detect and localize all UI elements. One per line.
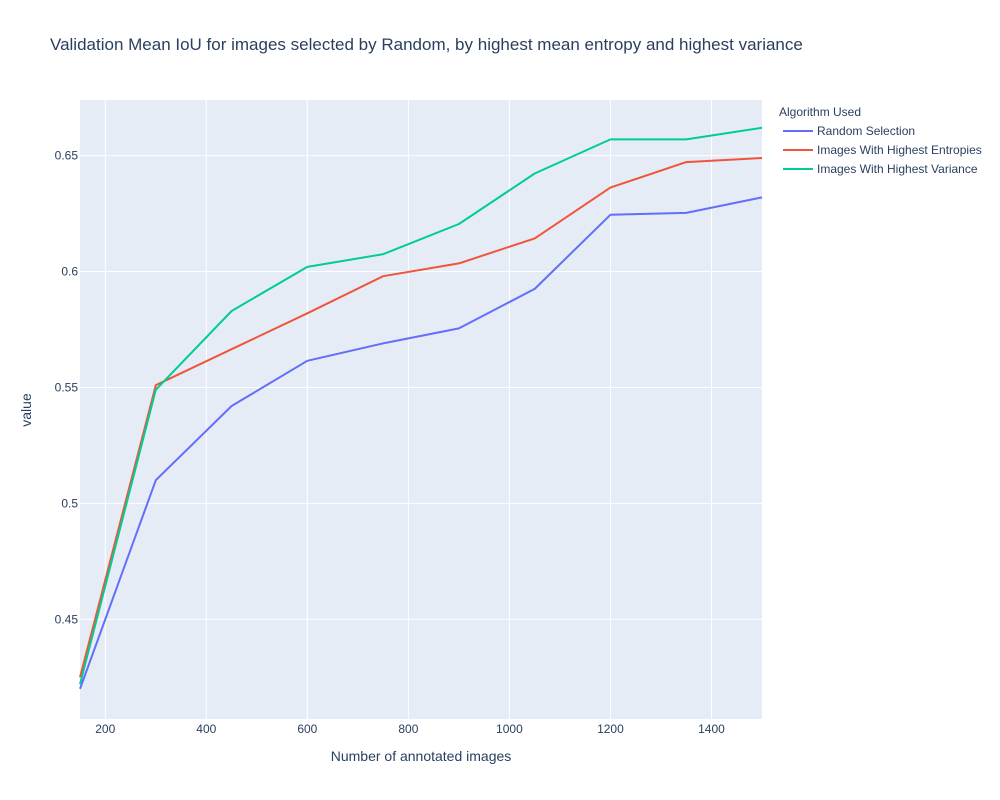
y-axis-title: value <box>18 393 34 427</box>
x-tick-label: 1400 <box>698 722 725 736</box>
grid <box>80 100 762 719</box>
series-line-3 <box>79 126 763 685</box>
x-tick-label: 400 <box>196 722 216 736</box>
y-tick-label: 0.45 <box>55 612 79 626</box>
x-tick-label: 800 <box>398 722 418 736</box>
legend-items: Random Selection Images With Highest Entr… <box>783 124 982 176</box>
y-tick-labels: 0.45 0.5 0.55 0.6 0.65 <box>55 149 79 627</box>
y-tick-label: 0.65 <box>55 149 79 163</box>
x-tick-label: 600 <box>297 722 317 736</box>
series-line-1 <box>79 196 763 690</box>
x-tick-label: 1000 <box>496 722 523 736</box>
series-line-2 <box>79 157 763 678</box>
y-tick-label: 0.6 <box>61 265 78 279</box>
chart-title: Validation Mean IoU for images selected … <box>50 35 803 54</box>
x-tick-label: 200 <box>95 722 115 736</box>
legend: Algorithm Used Random Selection Images Wi… <box>779 105 982 176</box>
series-group <box>79 126 763 690</box>
x-axis-title: Number of annotated images <box>331 748 512 764</box>
y-tick-label: 0.5 <box>61 496 78 510</box>
x-tick-label: 1200 <box>597 722 624 736</box>
plot-area <box>80 100 762 719</box>
x-tick-labels: 200 400 600 800 1000 1200 1400 <box>95 722 725 736</box>
y-tick-label: 0.55 <box>55 380 79 394</box>
legend-label: Images With Highest Entropies <box>817 143 982 157</box>
legend-label: Random Selection <box>817 124 915 138</box>
legend-title: Algorithm Used <box>779 105 861 119</box>
legend-label: Images With Highest Variance <box>817 162 978 176</box>
